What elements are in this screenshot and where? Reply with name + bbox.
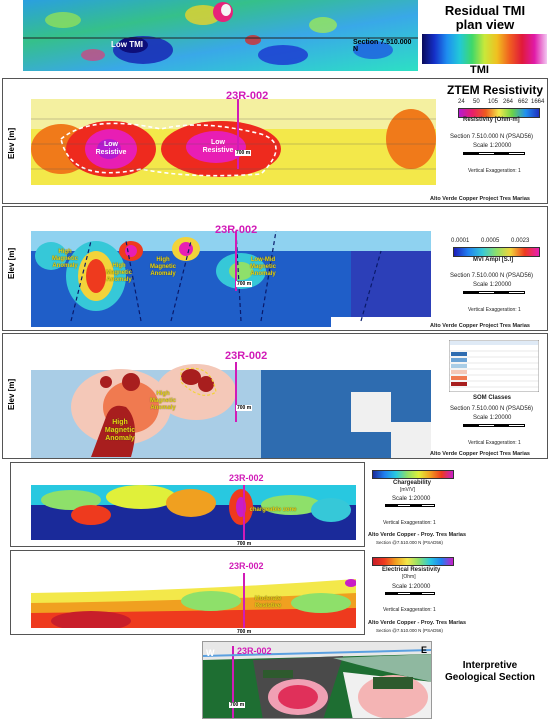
res-hole-label: 23R-002 <box>229 561 264 571</box>
ztem-units: Resistivity [Ohm-m] <box>463 117 520 123</box>
mvi-tick-1: 0.0001 <box>451 238 470 244</box>
ztem-scalebar <box>463 152 525 155</box>
mvi-tick-2: 0.0005 <box>481 238 500 244</box>
tmi-legend-label: TMI <box>470 64 489 76</box>
ztem-ylabel: Elev [m] <box>7 127 16 159</box>
geo-hole-label: 23R-002 <box>237 646 272 656</box>
low-tmi-label: Low TMI <box>111 40 143 49</box>
mvi-hole-label: 23R-002 <box>215 224 258 236</box>
som-ylabel: Elev [m] <box>7 378 16 410</box>
mvi-vexag: Vertical Exaggeration: 1 <box>468 307 521 313</box>
som-panel: Elev [m] 23R-002 High Magnetic Anomaly H… <box>2 333 548 459</box>
tmi-plan-view-panel: Low TMI Section 7.510.000 N <box>23 0 418 71</box>
tmi-title: Residual TMI plan view <box>444 3 526 32</box>
ztem-colorbar <box>458 108 540 118</box>
res-section-plot <box>31 573 356 628</box>
ip-vexag: Vertical Exaggeration: 1 <box>383 520 436 526</box>
mvi-depth-label: 700 m <box>236 281 253 287</box>
res-footer: Alto Verde Copper - Proy. Tres Marias <box>368 620 467 626</box>
som-annotation-1: High Magnetic Anomaly <box>104 419 136 442</box>
ip-annotation: chargeable zone <box>249 507 297 513</box>
mvi-units: MVI Ampl [S.I] <box>473 257 514 263</box>
mvi-annotation-1: High Magnetic Anomaly <box>51 249 78 269</box>
res-panel: 23R-002 Moderate Resistive 700 m <box>10 550 365 635</box>
mvi-section-plot <box>31 231 431 327</box>
ip-colorbar <box>372 470 454 479</box>
tmi-plan-map <box>23 0 418 71</box>
ip-hole-label: 23R-002 <box>229 473 264 483</box>
ip-units: Chargeability <box>393 480 432 486</box>
ip-panel: 23R-002 chargeable zone 700 m <box>10 462 365 547</box>
ztem-tick-1: 24 <box>458 99 465 105</box>
som-legend-label: SOM Classes <box>473 395 512 401</box>
mvi-annotation-3: High Magnetic Anomaly <box>105 263 132 283</box>
res-scale: Scale 1:20000 <box>392 584 431 590</box>
ztem-tick-6: 1664 <box>531 99 545 105</box>
geo-title: Interpretive Geological Section <box>444 660 536 683</box>
som-footer: Alto Verde Copper Project Tres Marias <box>430 451 530 457</box>
ip-sub-footer: Section @7.510.000 N (PSAD56) <box>376 540 443 545</box>
res-units: Electrical Resistivity <box>382 567 441 573</box>
ztem-hole-label: 23R-002 <box>226 90 269 102</box>
ztem-panel: Elev [m] 23R-002 Low Resistive Low Resis… <box>2 78 548 204</box>
res-depth-label: 700 m <box>236 629 253 635</box>
som-section-plot <box>31 362 431 458</box>
ztem-title: ZTEM Resistivity <box>446 83 544 97</box>
mvi-tick-3: 0.0023 <box>511 238 530 244</box>
mvi-panel: Elev [m] 23R-002 High Magnetic Anomaly H… <box>2 206 548 331</box>
mvi-footer: Alto Verde Copper Project Tres Marias <box>430 323 530 329</box>
geo-west-label: W <box>206 648 215 658</box>
res-sub-footer: Section @7.510.000 N (PSAD56) <box>376 628 443 633</box>
ip-depth-label: 700 m <box>236 541 253 547</box>
res-colorbar <box>372 557 454 566</box>
som-section: Section 7.510.000 N (PSAD56) <box>450 406 534 412</box>
ztem-section-plot <box>31 99 436 185</box>
som-scalebar <box>463 424 525 427</box>
mvi-scale: Scale 1:20000 <box>473 282 512 288</box>
som-scale: Scale 1:20000 <box>473 415 512 421</box>
ip-section-plot <box>31 485 356 540</box>
ip-footer: Alto Verde Copper - Proy. Tres Marias <box>368 532 467 538</box>
ztem-tick-4: 264 <box>503 99 514 105</box>
geo-panel: 23R-002 W E 700 m <box>202 641 432 719</box>
ztem-tick-3: 105 <box>488 99 499 105</box>
mvi-scalebar <box>463 291 525 294</box>
geo-east-label: E <box>421 645 428 655</box>
ztem-footer: Alto Verde Copper Project Tres Marias <box>430 196 530 202</box>
mvi-ylabel: Elev [m] <box>7 247 16 279</box>
res-annotation: Moderate Resistive <box>254 596 282 609</box>
ztem-section: Section 7.510.000 N (PSAD56) <box>450 134 534 140</box>
tmi-color-legend <box>422 34 547 64</box>
mvi-section: Section 7.510.000 N (PSAD56) <box>450 273 534 279</box>
res-scalebar <box>385 592 435 595</box>
ztem-tick-2: 50 <box>473 99 480 105</box>
mvi-annotation-2: High Magnetic Anomaly <box>149 257 176 277</box>
som-depth-label: 700 m <box>236 405 253 411</box>
som-hole-label: 23R-002 <box>225 350 268 362</box>
som-annotation-2: High Magnetic Anomaly <box>149 391 176 411</box>
res-units2: [Ohm] <box>402 574 416 580</box>
res-vexag: Vertical Exaggeration: 1 <box>383 607 436 613</box>
geo-depth-label: 700 m <box>229 702 246 708</box>
ip-scale: Scale 1:20000 <box>392 496 431 502</box>
ztem-scale: Scale 1:20000 <box>473 143 512 149</box>
ztem-annotation-1: Low Resistive <box>95 141 127 156</box>
ip-units2: [mV/V] <box>400 487 416 493</box>
som-vexag: Vertical Exaggeration: 1 <box>468 440 521 446</box>
mvi-annotation-4: Low-Mid Magnetic Anomaly <box>249 257 276 277</box>
ip-scalebar <box>385 504 435 507</box>
section-label: Section 7.510.000 N <box>353 39 412 53</box>
ztem-annotation-2: Low Resistive <box>202 139 234 154</box>
som-class-table <box>449 340 539 392</box>
ztem-vexag: Vertical Exaggeration: 1 <box>468 168 521 174</box>
mvi-colorbar <box>453 247 540 257</box>
ztem-depth-label: 700 m <box>235 150 252 156</box>
ztem-tick-5: 662 <box>518 99 529 105</box>
